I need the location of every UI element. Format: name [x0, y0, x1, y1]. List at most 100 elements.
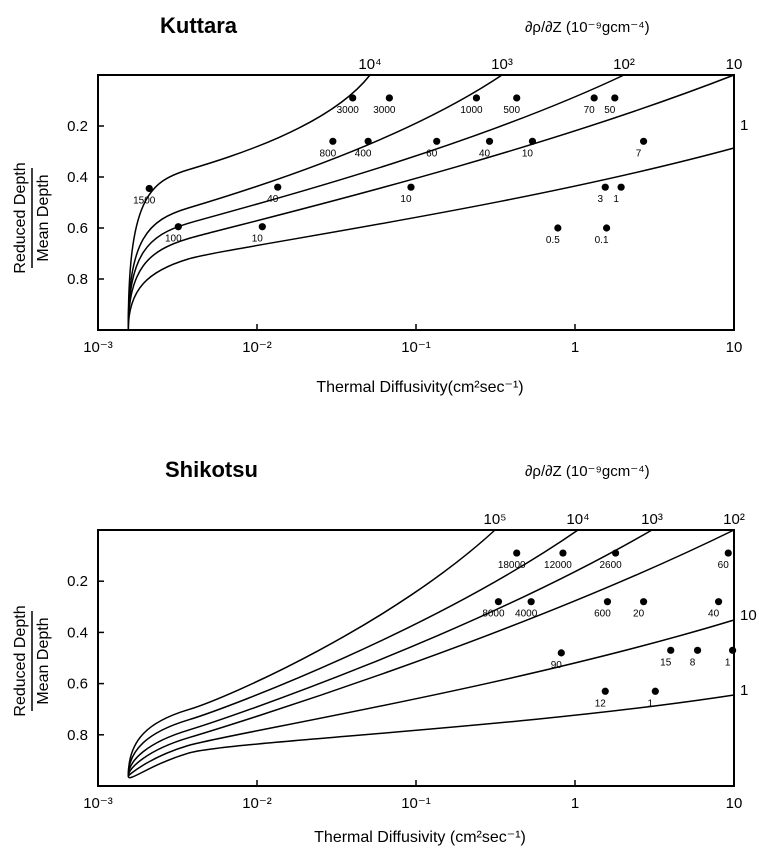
kuttara-y-label-top: Reduced Depth [12, 162, 29, 273]
data-point-label: 60 [426, 148, 438, 159]
curve-label: 10 [726, 56, 743, 73]
data-point [494, 598, 503, 606]
data-point [364, 137, 372, 145]
y-tick-label: 0.8 [67, 727, 88, 744]
iso-gradient-curve [127, 74, 625, 331]
data-point [639, 137, 648, 145]
data-point [513, 549, 521, 557]
y-tick-label: 0.4 [67, 169, 88, 186]
data-point-label: 1 [648, 698, 654, 709]
data-point [528, 137, 537, 145]
data-point [714, 598, 723, 606]
x-tick-label: 10⁻² [242, 795, 272, 812]
data-point [513, 94, 521, 102]
data-point-label: 18000 [498, 560, 526, 571]
data-point-label: 7 [636, 148, 642, 159]
data-point-label: 0.5 [546, 235, 560, 246]
data-point-label: 3000 [337, 105, 360, 116]
iso-gradient-curve [127, 147, 735, 331]
x-tick-label: 10⁻¹ [401, 795, 431, 812]
iso-gradient-curve [127, 74, 735, 331]
data-point-label: 800 [320, 148, 337, 159]
iso-gradient-curve [127, 619, 735, 777]
data-point-label: 1 [613, 194, 619, 205]
data-point-label: 10 [400, 194, 412, 205]
curve-label: 10⁵ [484, 511, 507, 528]
data-point [611, 94, 619, 102]
data-point-label: 60 [718, 560, 730, 571]
data-point [611, 549, 620, 557]
data-point [258, 223, 266, 231]
data-point [651, 687, 659, 695]
kuttara-x-axis-label: Thermal Diffusivity(cm²sec⁻¹) [316, 379, 523, 396]
curve-label: 10² [723, 511, 745, 528]
curve-label: 10⁴ [566, 511, 589, 528]
data-point-label: 20 [633, 609, 645, 620]
shikotsu-curves: 10⁵ 10⁴ 10³ 10² 10 1 [127, 511, 757, 779]
curve-label: 10³ [641, 511, 663, 528]
data-point [603, 598, 612, 606]
y-tick-label: 0.4 [67, 624, 88, 641]
x-tick-label: 10 [726, 339, 743, 356]
data-point [602, 224, 611, 232]
data-point-label: 70 [584, 105, 596, 116]
x-tick-label: 1 [571, 795, 579, 812]
data-point [557, 649, 565, 657]
data-point-label: 3 [597, 194, 603, 205]
data-point-label: 12 [595, 698, 607, 709]
shikotsu-points: 18000 12000 2600 60 8000 4000 600 20 40 90 15 8 1 12 1 [482, 549, 737, 709]
data-point [527, 598, 535, 606]
shikotsu-axes: 10⁻³ 10⁻² 10⁻¹ 1 10 0.2 0.4 0.6 0.8 [67, 573, 742, 812]
data-point-label: 10 [522, 148, 534, 159]
curve-label: 1 [740, 117, 748, 134]
shikotsu-y-label-top: Reduced Depth [12, 605, 29, 716]
curve-label: 10⁴ [358, 56, 381, 73]
data-point [407, 183, 415, 191]
data-point [274, 183, 282, 191]
data-point-label: 12000 [544, 560, 572, 571]
iso-gradient-curve [127, 74, 371, 331]
data-point [329, 137, 337, 145]
iso-gradient-curve [127, 529, 496, 777]
data-point-label: 1000 [460, 105, 483, 116]
data-point-label: 2600 [599, 560, 622, 571]
y-tick-label: 0.2 [67, 573, 88, 590]
data-point-label: 3000 [373, 105, 396, 116]
shikotsu-gradient-label: ∂ρ/∂Z (10⁻⁹gcm⁻⁴) [525, 463, 650, 480]
data-point-label: 10 [252, 234, 264, 245]
data-point [667, 646, 675, 654]
iso-gradient-curve [127, 74, 503, 331]
curve-label: 1 [740, 682, 748, 699]
shikotsu-y-label-bottom: Mean Depth [35, 617, 52, 704]
iso-gradient-curve [127, 529, 653, 777]
kuttara-title: Kuttara [160, 13, 238, 38]
data-point-label: 40 [708, 609, 720, 620]
data-point [724, 549, 732, 557]
data-point-label: 8000 [482, 609, 505, 620]
data-point [349, 94, 357, 102]
data-point [639, 598, 648, 606]
data-point-label: 50 [604, 105, 616, 116]
data-point-label: 40 [479, 148, 491, 159]
y-tick-label: 0.6 [67, 676, 88, 693]
data-point-label: 90 [551, 660, 563, 671]
iso-gradient-curve [127, 529, 735, 777]
x-tick-label: 10⁻¹ [401, 339, 431, 356]
data-point-label: 600 [594, 609, 611, 620]
kuttara-plot-frame [97, 74, 735, 331]
data-point [617, 183, 625, 191]
data-point-label: 40 [267, 194, 279, 205]
data-point [554, 224, 562, 232]
data-point [559, 549, 567, 557]
data-point-label: 4000 [515, 609, 538, 620]
data-point-label: 1500 [133, 195, 156, 206]
curve-label: 10² [613, 56, 635, 73]
data-point-label: 0.1 [595, 235, 609, 246]
iso-gradient-curve [127, 529, 579, 777]
data-point-label: 500 [503, 105, 520, 116]
data-point [590, 94, 598, 102]
data-point [601, 183, 609, 191]
y-tick-label: 0.8 [67, 271, 88, 288]
